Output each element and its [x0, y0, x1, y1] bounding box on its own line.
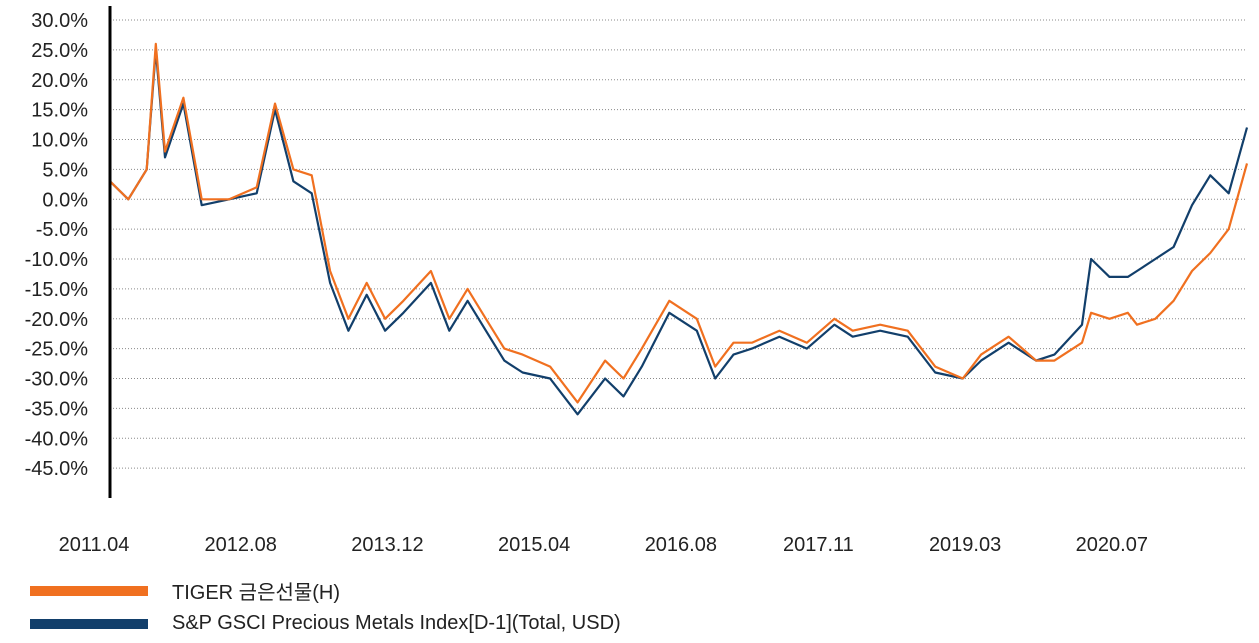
y-tick-label: -30.0% — [25, 369, 89, 391]
legend-item-sp-gsci: S&P GSCI Precious Metals Index[D-1](Tota… — [30, 612, 621, 635]
legend-label-sp-gsci: S&P GSCI Precious Metals Index[D-1](Tota… — [172, 612, 621, 634]
x-axis-tick-labels: 2011.04 2012.08 2013.12 2015.04 2016.08 2017.… — [59, 534, 1148, 556]
x-tick-label: 2012.08 — [205, 534, 277, 556]
x-tick-label: 2017.11 — [783, 534, 854, 556]
y-tick-label: -20.0% — [25, 309, 89, 331]
y-axis-tick-labels: 30.0% 25.0% 20.0% 15.0% 10.0% 5.0% 0.0% -5.0% -1… — [25, 10, 89, 480]
y-tick-label: 0.0% — [42, 189, 88, 211]
line-chart: 30.0% 25.0% 20.0% 15.0% 10.0% 5.0% 0.0% -5.0% -1… — [25, 6, 1249, 556]
series-line-sp-gsci — [109, 48, 1249, 416]
legend-label-tiger: TIGER 금은선물(H) — [172, 582, 341, 604]
x-tick-label: 2020.07 — [1076, 534, 1148, 556]
y-tick-label: 20.0% — [31, 70, 88, 92]
y-tick-label: 30.0% — [31, 10, 88, 32]
y-tick-label: 15.0% — [31, 100, 88, 122]
data-series — [109, 42, 1249, 416]
y-tick-label: -35.0% — [25, 398, 89, 420]
y-tick-label: 25.0% — [31, 40, 88, 62]
legend-swatch-sp-gsci — [30, 618, 148, 629]
legend-item-tiger: TIGER 금은선물(H) — [30, 576, 340, 605]
y-tick-label: -25.0% — [25, 339, 89, 361]
y-tick-label: -45.0% — [25, 458, 89, 480]
y-tick-label: -5.0% — [36, 219, 88, 241]
y-tick-label: -15.0% — [25, 279, 89, 301]
y-tick-label: -10.0% — [25, 249, 89, 271]
x-tick-label: 2016.08 — [645, 534, 717, 556]
y-tick-label: -40.0% — [25, 428, 89, 450]
legend-swatch-tiger — [30, 585, 148, 596]
x-tick-label: 2015.04 — [498, 534, 570, 556]
x-tick-label: 2011.04 — [59, 534, 130, 556]
x-tick-label: 2013.12 — [351, 534, 423, 556]
y-tick-label: 10.0% — [31, 130, 88, 152]
gridlines — [110, 19, 1247, 469]
y-tick-label: 5.0% — [42, 159, 88, 181]
series-line-tiger — [109, 42, 1249, 404]
x-tick-label: 2019.03 — [929, 534, 1001, 556]
